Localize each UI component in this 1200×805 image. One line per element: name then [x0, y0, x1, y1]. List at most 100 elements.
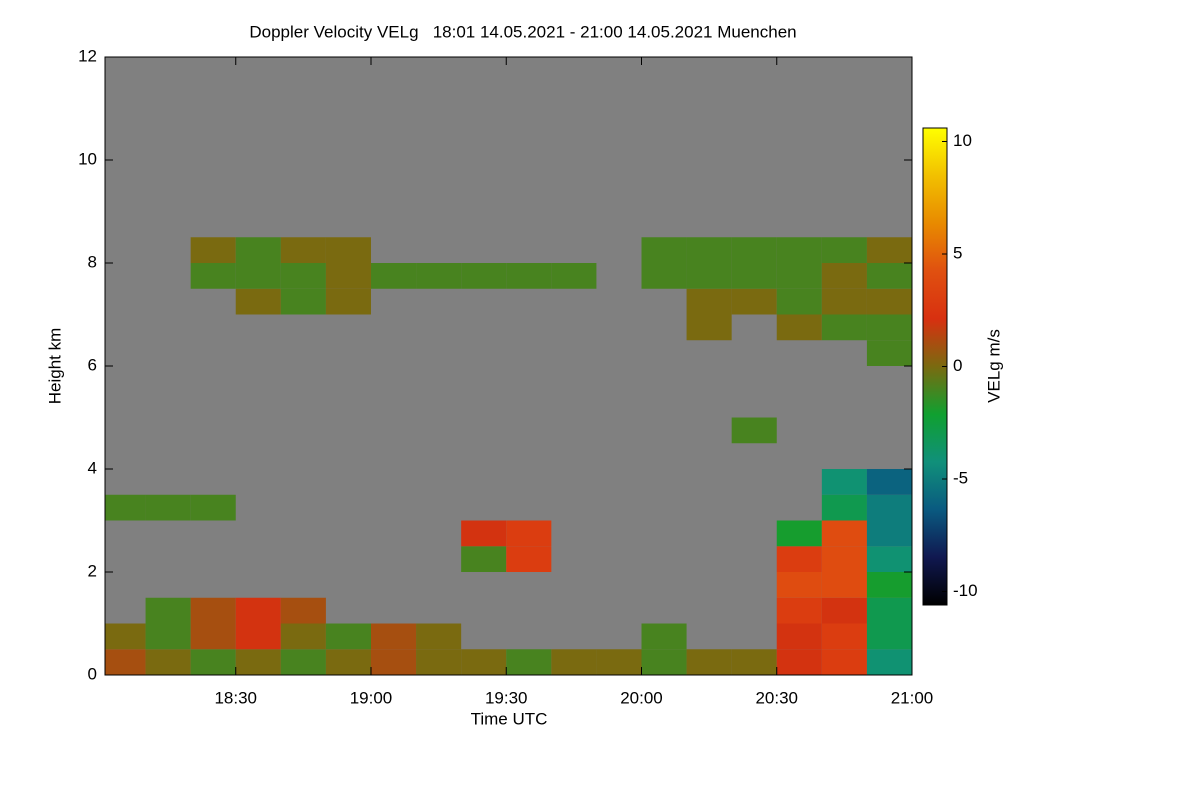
heatmap-cell	[190, 263, 236, 289]
heatmap-cell	[105, 494, 146, 521]
heatmap-cell	[506, 263, 552, 289]
heatmap-cell	[280, 237, 326, 263]
heatmap-cell	[686, 288, 732, 315]
heatmap-cell	[821, 546, 867, 572]
heatmap-cell	[416, 263, 462, 289]
colorbar-tick-label: 5	[953, 243, 962, 262]
heatmap-cell	[370, 263, 417, 289]
heatmap-cell	[461, 546, 507, 572]
heatmap-cell	[821, 572, 867, 598]
colorbar-tick-label: 10	[953, 131, 972, 150]
heatmap-cell	[280, 597, 326, 624]
x-tick-label: 19:30	[485, 688, 528, 707]
heatmap-cell	[641, 649, 687, 675]
y-tick-label: 6	[88, 355, 97, 374]
colorbar-tick-label: -5	[953, 468, 968, 487]
heatmap-cell	[370, 649, 417, 675]
heatmap-cell	[280, 263, 326, 289]
heatmap-cell	[866, 494, 912, 521]
y-tick-label: 4	[88, 458, 97, 477]
heatmap-cell	[190, 623, 236, 650]
heatmap-cell	[686, 314, 732, 341]
x-tick-label: 20:00	[620, 688, 663, 707]
heatmap-cell	[145, 649, 191, 675]
heatmap-cell	[235, 237, 281, 263]
heatmap-cell	[866, 649, 912, 675]
heatmap-cell	[235, 288, 281, 315]
heatmap-cell	[821, 494, 867, 521]
x-tick-label: 21:00	[891, 688, 934, 707]
heatmap-cell	[370, 623, 417, 650]
heatmap-cell	[821, 263, 867, 289]
heatmap-cell	[776, 546, 822, 572]
y-tick-label: 10	[78, 149, 97, 168]
x-tick-label: 19:00	[350, 688, 393, 707]
heatmap-cell	[641, 237, 687, 263]
heatmap-cell	[325, 649, 371, 675]
heatmap-cell	[731, 417, 777, 444]
heatmap-cell	[190, 237, 236, 263]
heatmap-cell	[145, 494, 191, 521]
colorbar-tick-label: -10	[953, 581, 978, 600]
heatmap-cell	[866, 520, 912, 547]
heatmap-cell	[776, 237, 822, 263]
y-tick-label: 0	[88, 664, 97, 683]
heatmap-cell	[776, 263, 822, 289]
heatmap-cell	[506, 520, 552, 547]
y-tick-label: 8	[88, 252, 97, 271]
heatmap-cell	[596, 649, 642, 675]
heatmap-cell	[145, 623, 191, 650]
heatmap-cell	[821, 288, 867, 315]
heatmap-cell	[866, 572, 912, 598]
y-axis-label: Height km	[45, 328, 64, 405]
heatmap-cell	[776, 520, 822, 547]
heatmap-cell	[821, 649, 867, 675]
x-tick-label: 20:30	[755, 688, 798, 707]
heatmap-cell	[280, 649, 326, 675]
heatmap-cell	[190, 597, 236, 624]
heatmap-cell	[686, 649, 732, 675]
heatmap-cell	[821, 314, 867, 341]
heatmap-cell	[325, 237, 371, 263]
heatmap-cell	[325, 623, 371, 650]
heatmap-cell	[821, 623, 867, 650]
heatmap-cell	[235, 263, 281, 289]
heatmap-cell	[280, 288, 326, 315]
heatmap-cell	[641, 623, 687, 650]
heatmap-cell	[776, 597, 822, 624]
y-tick-label: 12	[78, 46, 97, 65]
x-tick-label: 18:30	[214, 688, 257, 707]
heatmap-cell	[461, 263, 507, 289]
heatmap-cell	[461, 649, 507, 675]
heatmap-cell	[866, 623, 912, 650]
heatmap-cell	[280, 623, 326, 650]
heatmap-cell	[145, 597, 191, 624]
heatmap-cell	[325, 263, 371, 289]
heatmap-cell	[105, 623, 146, 650]
heatmap-cell	[776, 314, 822, 341]
heatmap-cell	[731, 288, 777, 315]
heatmap-cell	[866, 263, 912, 289]
heatmap-cell	[866, 546, 912, 572]
heatmap-cell	[416, 649, 462, 675]
heatmap-cell	[776, 288, 822, 315]
heatmap-cell	[821, 597, 867, 624]
colorbar-tick-label: 0	[953, 356, 962, 375]
heatmap-cell	[866, 340, 912, 366]
heatmap-cell	[731, 237, 777, 263]
heatmap-cell	[506, 649, 552, 675]
chart-title: Doppler Velocity VELg 18:01 14.05.2021 -…	[249, 22, 796, 41]
heatmap-cell	[506, 546, 552, 572]
heatmap-cell	[641, 263, 687, 289]
heatmap-cell	[866, 469, 912, 495]
heatmap-cell	[190, 494, 236, 521]
heatmap-cell	[731, 263, 777, 289]
heatmap-cell	[821, 520, 867, 547]
heatmap-cell	[190, 649, 236, 675]
heatmap-cell	[866, 237, 912, 263]
heatmap-cell	[821, 469, 867, 495]
heatmap-cell	[105, 649, 146, 675]
heatmap-cell	[235, 597, 281, 624]
